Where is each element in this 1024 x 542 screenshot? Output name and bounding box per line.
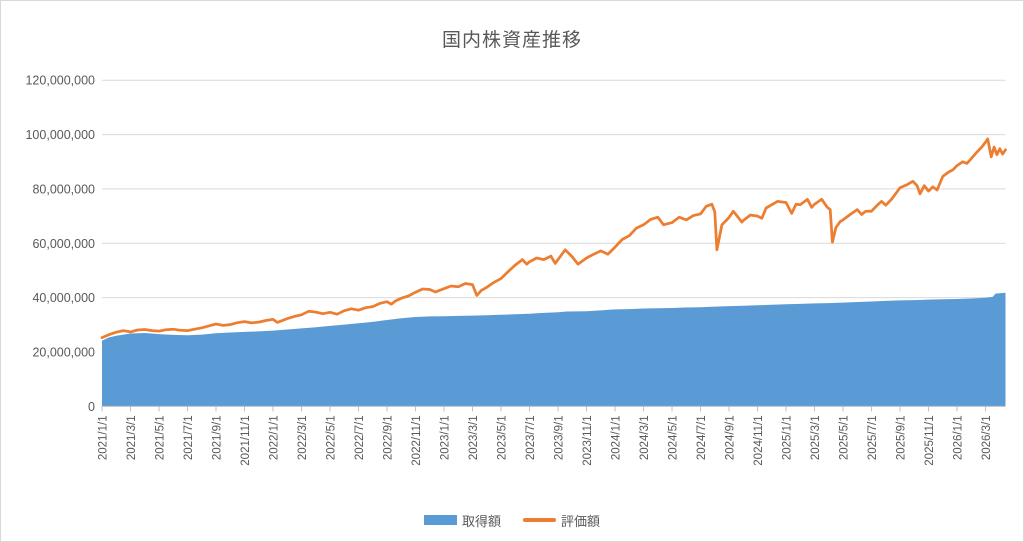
svg-text:2025/3/1: 2025/3/1 [810, 415, 822, 460]
svg-text:80,000,000: 80,000,000 [32, 182, 95, 196]
legend: 取得額 評価額 [1, 506, 1023, 534]
chart-title: 国内株資産推移 [441, 30, 582, 51]
svg-text:2025/7/1: 2025/7/1 [867, 415, 879, 460]
svg-text:2025/9/1: 2025/9/1 [896, 415, 908, 460]
svg-text:2025/5/1: 2025/5/1 [839, 415, 851, 460]
svg-text:2022/11/1: 2022/11/1 [411, 415, 423, 465]
svg-text:40,000,000: 40,000,000 [32, 291, 95, 305]
svg-text:100,000,000: 100,000,000 [25, 128, 95, 142]
svg-text:2024/9/1: 2024/9/1 [725, 415, 737, 460]
area-series-acquisition [102, 292, 1006, 407]
legend-label: 評価額 [561, 513, 601, 529]
svg-text:0: 0 [88, 400, 95, 414]
legend-item-acquisition[interactable]: 取得額 [423, 511, 501, 530]
svg-text:120,000,000: 120,000,000 [25, 74, 95, 88]
svg-text:2024/7/1: 2024/7/1 [696, 415, 708, 460]
legend-label: 取得額 [461, 513, 501, 529]
svg-text:2026/1/1: 2026/1/1 [953, 415, 965, 460]
svg-text:2024/1/1: 2024/1/1 [611, 415, 623, 460]
svg-text:2021/7/1: 2021/7/1 [183, 415, 195, 460]
svg-text:2025/1/1: 2025/1/1 [782, 415, 794, 460]
line-series-valuation [100, 137, 1007, 339]
svg-text:2021/9/1: 2021/9/1 [212, 415, 224, 460]
svg-text:2024/11/1: 2024/11/1 [753, 415, 765, 465]
svg-text:2021/3/1: 2021/3/1 [126, 415, 138, 460]
svg-text:2021/11/1: 2021/11/1 [240, 415, 252, 465]
svg-text:2023/3/1: 2023/3/1 [468, 415, 480, 460]
x-axis-labels: 2021/1/1 2021/3/1 2021/5/1 2021/7/1 2021/9/1… [98, 415, 994, 465]
legend-item-valuation[interactable]: 評価額 [523, 511, 600, 530]
legend-area-swatch [423, 515, 457, 525]
y-axis-labels: 0 20,000,000 40,000,000 60,000,000 80,000,00… [25, 74, 95, 414]
svg-text:2026/3/1: 2026/3/1 [981, 415, 993, 460]
svg-text:2023/1/1: 2023/1/1 [440, 415, 452, 460]
svg-text:2024/3/1: 2024/3/1 [639, 415, 651, 460]
svg-text:2023/7/1: 2023/7/1 [525, 415, 537, 460]
svg-text:2023/11/1: 2023/11/1 [582, 415, 594, 465]
svg-text:2023/9/1: 2023/9/1 [554, 415, 566, 460]
x-axis [101, 405, 1006, 412]
svg-text:2024/5/1: 2024/5/1 [668, 415, 680, 460]
svg-text:2022/3/1: 2022/3/1 [297, 415, 309, 460]
svg-text:2022/5/1: 2022/5/1 [326, 415, 338, 460]
svg-text:60,000,000: 60,000,000 [32, 237, 95, 251]
svg-text:2023/5/1: 2023/5/1 [497, 415, 509, 460]
legend-line-swatch [523, 518, 556, 522]
svg-text:2022/7/1: 2022/7/1 [354, 415, 366, 460]
svg-text:2025/11/1: 2025/11/1 [924, 415, 936, 465]
svg-text:2022/1/1: 2022/1/1 [269, 415, 281, 460]
svg-text:2022/9/1: 2022/9/1 [383, 415, 395, 460]
svg-text:2021/1/1: 2021/1/1 [98, 415, 110, 460]
svg-text:2021/5/1: 2021/5/1 [155, 415, 167, 460]
svg-text:20,000,000: 20,000,000 [32, 346, 95, 360]
